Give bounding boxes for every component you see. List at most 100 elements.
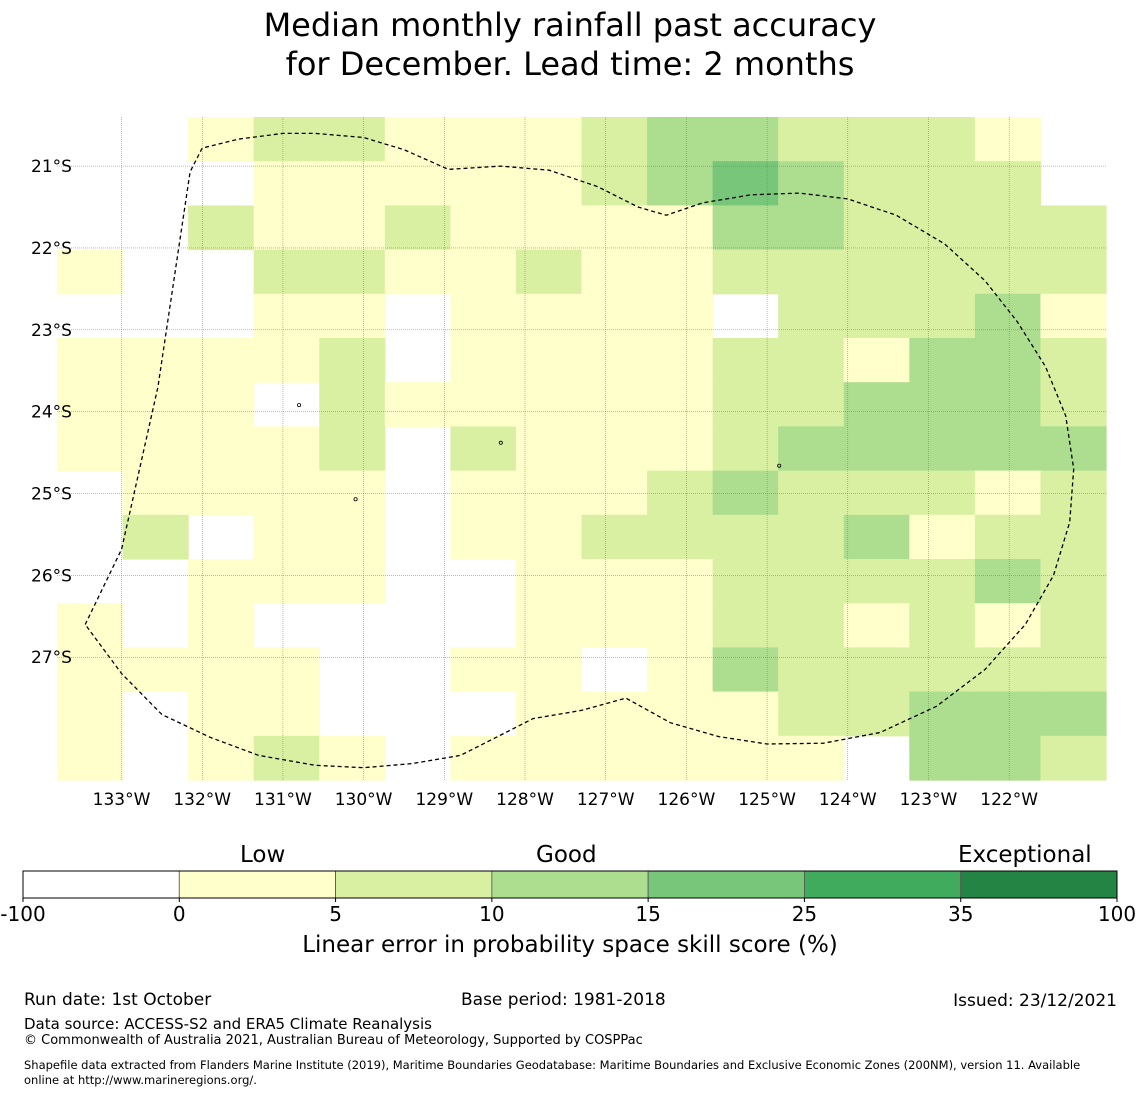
grid-cell <box>581 117 648 162</box>
colorbar-tick-label: 100 <box>1098 902 1136 926</box>
grid-cell <box>974 338 1042 383</box>
grid-cell <box>647 338 714 383</box>
grid-cell <box>647 426 714 472</box>
colorbar-tick-label: 5 <box>329 902 342 926</box>
grid-cell <box>843 647 910 693</box>
colorbar-tick-label: 0 <box>173 902 186 926</box>
grid-cell <box>253 647 320 693</box>
colorbar-swatch <box>335 870 493 899</box>
grid-cell <box>1040 293 1107 339</box>
grid-cell <box>909 470 976 516</box>
data-source: Data source: ACCESS-S2 and ERA5 Climate … <box>24 1015 432 1033</box>
grid-cell <box>1040 735 1107 781</box>
longitude-tick-label: 131°W <box>254 790 312 810</box>
grid-cell <box>1040 603 1107 648</box>
grid-cell <box>843 691 910 737</box>
colorbar-tick-label: 25 <box>792 902 817 926</box>
grid-cell <box>581 293 648 339</box>
grid-cell <box>253 470 320 516</box>
grid-cell <box>450 382 517 427</box>
grid-cell <box>647 514 714 560</box>
grid-cell <box>253 293 320 339</box>
grid-cell <box>712 603 779 648</box>
grid-cell <box>450 205 517 251</box>
grid-cell <box>778 382 845 427</box>
grid-cell <box>319 470 386 516</box>
grid-cell <box>712 647 779 693</box>
longitude-tick-label: 127°W <box>577 790 635 810</box>
grid-cell <box>778 293 845 339</box>
grid-cell <box>843 117 910 162</box>
map-title: Median monthly rainfall past accuracy fo… <box>0 6 1140 84</box>
grid-cell <box>778 117 845 162</box>
grid-cell <box>384 161 451 206</box>
grid-cell <box>1040 647 1107 693</box>
grid-cell <box>319 161 386 206</box>
grid-cell <box>515 205 583 251</box>
grid-cell <box>515 161 583 206</box>
grid-cell <box>57 735 124 781</box>
grid-cell <box>1040 205 1107 251</box>
grid-cell <box>974 691 1042 737</box>
grid-cell <box>57 382 124 427</box>
grid-cell <box>778 426 845 472</box>
grid-cell <box>909 161 976 206</box>
grid-cell <box>974 470 1042 516</box>
longitude-tick-label: 124°W <box>819 790 877 810</box>
grid-cell <box>515 735 583 781</box>
grid-cell <box>843 559 910 604</box>
grid-cell <box>909 426 976 472</box>
grid-cell <box>450 470 517 516</box>
grid-cell <box>188 691 255 737</box>
grid-cell <box>778 603 845 648</box>
grid-cell <box>778 470 845 516</box>
longitude-tick-label: 132°W <box>173 790 231 810</box>
grid-cell <box>319 382 386 427</box>
grid-cell <box>712 691 779 737</box>
grid-cell <box>450 161 517 206</box>
grid-cell <box>57 647 124 693</box>
grid-cell <box>253 161 320 206</box>
latitude-tick-label: 22°S <box>31 239 72 259</box>
grid-cell <box>515 603 583 648</box>
grid-cell <box>581 382 648 427</box>
grid-cell <box>843 470 910 516</box>
grid-cell <box>843 161 910 206</box>
colorbar-outline <box>22 870 1118 899</box>
grid-cell <box>647 735 714 781</box>
grid-cell <box>253 205 320 251</box>
grid-cell <box>712 514 779 560</box>
island-outline <box>777 463 782 468</box>
grid-cell <box>319 426 386 472</box>
grid-cell <box>188 205 255 251</box>
longitude-tick-label: 123°W <box>900 790 958 810</box>
grid-cell <box>1040 514 1107 560</box>
grid-cell <box>647 161 714 206</box>
grid-cell <box>384 382 451 427</box>
grid-cell <box>843 426 910 472</box>
grid-cell <box>1040 382 1107 427</box>
colorbar-ticks: -100 0 5 10 15 25 35 100 <box>0 898 1136 926</box>
grid-cell <box>712 205 779 251</box>
grid-cell <box>647 559 714 604</box>
grid-cell <box>712 382 779 427</box>
grid-cell <box>647 470 714 516</box>
grid-cell <box>581 691 648 737</box>
grid-cell <box>253 735 320 781</box>
grid-cell <box>581 514 648 560</box>
grid-cell <box>778 338 845 383</box>
colorbar-tick-label: 15 <box>635 902 660 926</box>
grid-cell <box>122 470 189 516</box>
colorbar-swatch <box>178 870 336 899</box>
grid-cell <box>57 603 124 648</box>
grid-cell <box>253 338 320 383</box>
grid-cell <box>647 647 714 693</box>
grid-cell <box>253 559 320 604</box>
grid-cell <box>974 603 1042 648</box>
grid-cell <box>843 293 910 339</box>
grid-cell <box>515 514 583 560</box>
grid-cell <box>57 338 124 383</box>
grid-cell <box>974 293 1042 339</box>
longitude-tick-label: 126°W <box>658 790 716 810</box>
grid-cell <box>909 514 976 560</box>
